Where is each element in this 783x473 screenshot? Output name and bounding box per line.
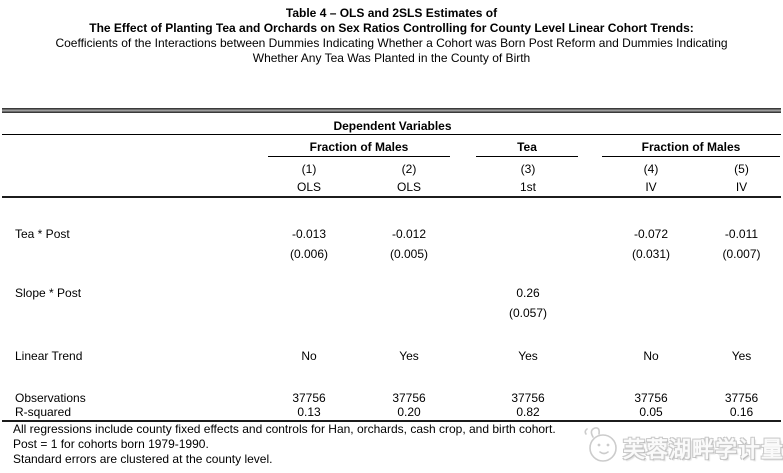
estimator-cell: OLS (396, 180, 421, 194)
table-cell: Yes (731, 349, 752, 363)
row-tea-post: Tea * Post -0.013 -0.012 -0.072 -0.011 (2, 227, 783, 241)
table-cell (602, 306, 700, 320)
column-number: (4) (643, 162, 659, 176)
row-tea-post-se: (0.006) (0.005) (0.031) (0.007) (2, 247, 783, 261)
group-header-fraction-of-males-1: Fraction of Males (268, 140, 450, 157)
column-number-row: (1) (2) (3) (4) (5) (2, 162, 783, 176)
table-cell: 0.82 (516, 405, 540, 419)
table-cell: 0.05 (639, 405, 663, 419)
watermark-text: 芙蓉湖畔学计量 (623, 436, 783, 462)
title-line-4: Whether Any Tea Was Planted in the Count… (252, 51, 531, 65)
row-r-squared: R-squared 0.13 0.20 0.82 0.05 0.16 (2, 405, 783, 419)
table-cell: (0.006) (289, 247, 329, 261)
table-cell: 37756 (634, 391, 668, 405)
table-cell: 0.13 (297, 405, 321, 419)
note-clustering: Standard errors are clustered at the cou… (13, 452, 273, 466)
title-line-2: The Effect of Planting Tea and Orchards … (89, 21, 694, 35)
table-cell: 0.20 (397, 405, 421, 419)
row-label: Linear Trend (15, 349, 83, 363)
span-header-rule (2, 134, 781, 135)
table-notes: All regressions include county fixed eff… (2, 422, 781, 467)
estimator-cell: OLS (296, 180, 321, 194)
table-cell: -0.012 (391, 227, 427, 241)
column-number: (3) (520, 162, 536, 176)
row-label: Tea * Post (15, 227, 70, 241)
table-cell (259, 306, 359, 320)
estimator-cell: IV (735, 180, 748, 194)
row-slope-post-se: (0.057) (2, 306, 783, 320)
table-cell: 37756 (511, 391, 545, 405)
column-number: (1) (301, 162, 317, 176)
estimator-cell: 1st (519, 180, 536, 194)
table-cell: -0.072 (633, 227, 669, 241)
table-cell: 0.16 (729, 405, 754, 419)
table-cell: -0.013 (291, 227, 327, 241)
table-cell (700, 286, 783, 300)
table-cell (476, 247, 580, 261)
table-cell (359, 286, 459, 300)
row-linear-trend: Linear Trend No Yes Yes No Yes (2, 349, 783, 363)
dependent-variables-header: Dependent Variables (333, 119, 452, 133)
estimator-row: OLS OLS 1st IV IV (2, 180, 783, 194)
estimator-cell: IV (645, 180, 657, 194)
table-cell (476, 227, 580, 241)
table-cell: (0.005) (389, 247, 429, 261)
group-header-row: Fraction of Males Tea Fraction of Males (2, 140, 783, 157)
title-line-3: Coefficients of the Interactions between… (55, 36, 728, 50)
table-bottom-rule (2, 420, 781, 422)
table-cell (259, 286, 359, 300)
note-post-definition: Post = 1 for cohorts born 1979-1990. (13, 437, 209, 451)
table-cell: No (301, 349, 317, 363)
table-cell: (0.007) (722, 247, 761, 261)
group-header-fraction-of-males-2: Fraction of Males (602, 140, 780, 157)
row-label: Slope * Post (15, 286, 82, 300)
table-cell: (0.031) (631, 247, 671, 261)
group-header-tea: Tea (476, 140, 578, 157)
table-top-rule (2, 108, 781, 113)
watermark-mascot-icon (583, 424, 621, 471)
table-cell: Yes (399, 349, 419, 363)
table-cell (602, 286, 700, 300)
column-number: (2) (401, 162, 417, 176)
table-cell: 37756 (724, 391, 759, 405)
note-controls: All regressions include county fixed eff… (13, 422, 556, 436)
table-cell: (0.057) (508, 306, 548, 320)
row-label: R-squared (15, 405, 72, 419)
table-cell: 0.26 (516, 286, 540, 300)
table-cell: -0.011 (724, 227, 759, 241)
table-title: Table 4 – OLS and 2SLS Estimates of The … (0, 6, 783, 66)
header-bottom-rule (2, 196, 781, 198)
table-cell: No (643, 349, 659, 363)
row-slope-post: Slope * Post 0.26 (2, 286, 783, 300)
table-cell (359, 306, 459, 320)
table-cell: Yes (518, 349, 538, 363)
watermark: 芙蓉湖畔学计量 (583, 424, 783, 471)
column-number: (5) (734, 162, 749, 176)
row-label (2, 247, 259, 261)
row-observations: Observations 37756 37756 37756 37756 377… (2, 391, 783, 405)
table-cell: 37756 (292, 391, 326, 405)
row-label: Observations (15, 391, 86, 405)
row-label (2, 306, 259, 320)
table-cell (700, 306, 783, 320)
title-line-1: Table 4 – OLS and 2SLS Estimates of (285, 6, 498, 20)
table-cell: 37756 (392, 391, 426, 405)
